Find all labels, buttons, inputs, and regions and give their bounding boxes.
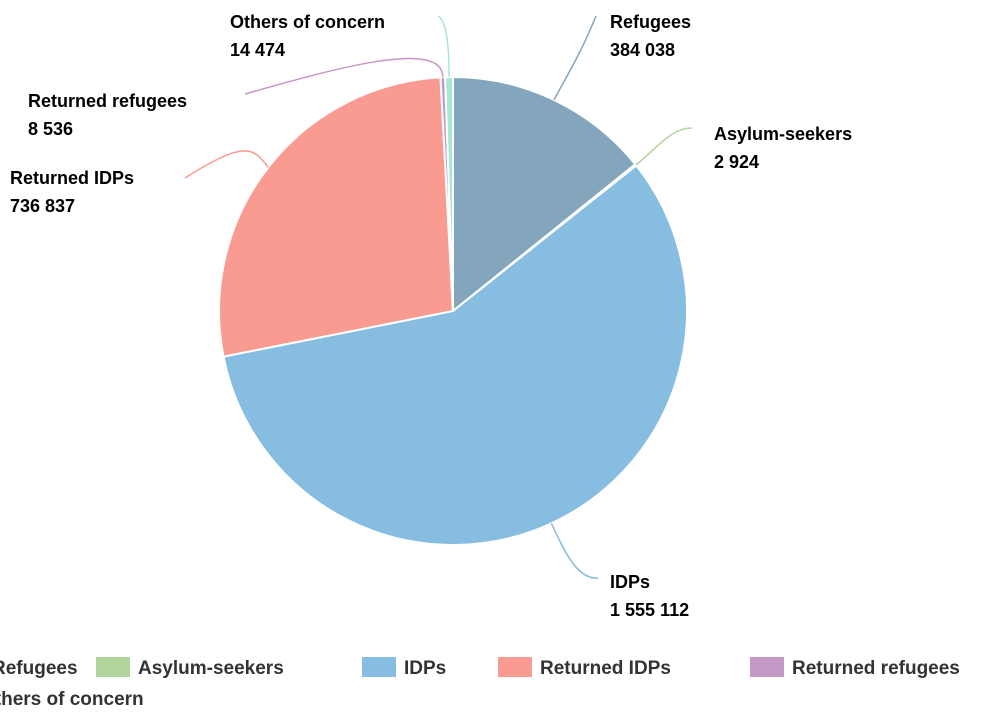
legend-label-asylum-seekers: Asylum-seekers (138, 658, 284, 679)
data-label-value-refugees: 384 038 (610, 40, 675, 60)
legend-swatch-returned-idps (498, 657, 532, 677)
leader-line-idps (550, 522, 599, 579)
data-label-name-others-of-concern: Others of concern (230, 12, 385, 32)
legend-swatch-idps (362, 657, 396, 677)
leader-line-others-of-concern (437, 15, 450, 78)
legend-label-returned-refugees: Returned refugees (792, 658, 960, 679)
legend-item-idps[interactable]: IDPs (362, 657, 446, 679)
pie-slice-others-of-concern[interactable] (444, 75, 454, 312)
legend-item-refugees[interactable]: Refugees (0, 657, 78, 679)
leader-line-refugees (553, 15, 597, 101)
pie-slices (218, 75, 688, 546)
legend-item-returned-idps[interactable]: Returned IDPs (498, 657, 671, 679)
pie-slice-refugees[interactable] (452, 75, 637, 314)
data-label-value-returned-refugees: 8 536 (28, 119, 73, 139)
data-labels: Refugees 384 038 Asylum-seekers 2 924 IDPs 1 … (10, 12, 852, 620)
legend-label-refugees: Refugees (0, 658, 78, 679)
data-label-value-others-of-concern: 14 474 (230, 40, 285, 60)
leader-line-returned-idps (184, 150, 269, 179)
legend-label-returned-idps: Returned IDPs (540, 658, 671, 679)
data-label-value-asylum-seekers: 2 924 (714, 152, 759, 172)
legend: Refugees Asylum-seekers IDPs Returned IDPs R… (0, 657, 960, 710)
legend-item-others-of-concern[interactable]: Others of concern (0, 688, 144, 710)
data-label-name-idps: IDPs (610, 572, 650, 592)
legend-swatch-returned-refugees (750, 657, 784, 677)
leader-line-asylum-seekers (635, 127, 693, 166)
data-label-name-returned-idps: Returned IDPs (10, 168, 134, 188)
leader-line-returned-refugees (244, 57, 444, 95)
data-label-name-asylum-seekers: Asylum-seekers (714, 124, 852, 144)
pie-slice-idps[interactable] (222, 164, 688, 546)
legend-item-asylum-seekers[interactable]: Asylum-seekers (96, 657, 284, 679)
legend-swatch-asylum-seekers (96, 657, 130, 677)
legend-item-returned-refugees[interactable]: Returned refugees (750, 657, 960, 679)
legend-label-others-of-concern: Others of concern (0, 689, 144, 710)
data-label-value-idps: 1 555 112 (610, 600, 689, 620)
data-label-name-refugees: Refugees (610, 12, 691, 32)
legend-label-idps: IDPs (404, 658, 446, 679)
pie-slice-returned-idps[interactable] (218, 76, 455, 358)
data-label-name-returned-refugees: Returned refugees (28, 91, 187, 111)
data-label-value-returned-idps: 736 837 (10, 196, 75, 216)
label-leader-lines (184, 15, 693, 579)
